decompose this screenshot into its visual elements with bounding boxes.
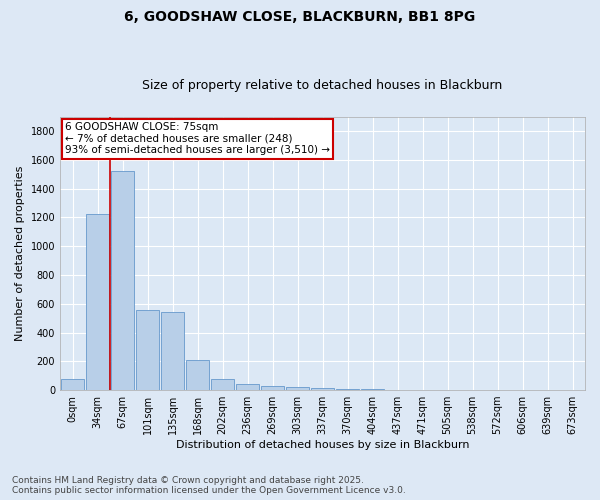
- Bar: [335, 388, 359, 390]
- Text: 6, GOODSHAW CLOSE, BLACKBURN, BB1 8PG: 6, GOODSHAW CLOSE, BLACKBURN, BB1 8PG: [124, 10, 476, 24]
- Bar: [211, 378, 235, 390]
- Bar: [236, 384, 259, 390]
- Text: Contains HM Land Registry data © Crown copyright and database right 2025.
Contai: Contains HM Land Registry data © Crown c…: [12, 476, 406, 495]
- Bar: [136, 310, 160, 390]
- Bar: [260, 386, 284, 390]
- Title: Size of property relative to detached houses in Blackburn: Size of property relative to detached ho…: [142, 79, 503, 92]
- Bar: [110, 170, 134, 390]
- Bar: [311, 388, 334, 390]
- Y-axis label: Number of detached properties: Number of detached properties: [15, 166, 25, 341]
- Bar: [61, 378, 85, 390]
- Text: 6 GOODSHAW CLOSE: 75sqm
← 7% of detached houses are smaller (248)
93% of semi-de: 6 GOODSHAW CLOSE: 75sqm ← 7% of detached…: [65, 122, 330, 156]
- Bar: [86, 214, 109, 390]
- Bar: [185, 360, 209, 390]
- Bar: [286, 387, 310, 390]
- Bar: [161, 312, 184, 390]
- X-axis label: Distribution of detached houses by size in Blackburn: Distribution of detached houses by size …: [176, 440, 469, 450]
